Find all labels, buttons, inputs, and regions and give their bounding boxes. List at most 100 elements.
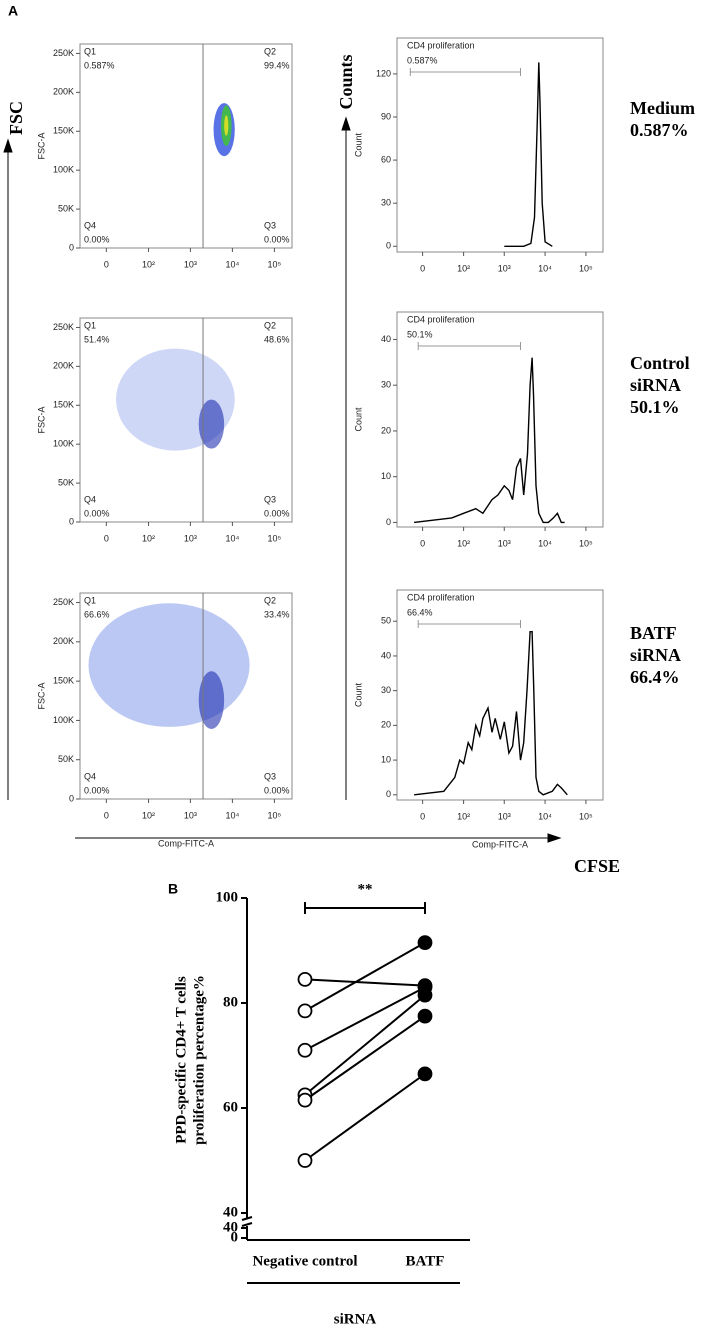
x-tick-label: 10²	[457, 538, 470, 548]
quadrant-value: 0.00%	[264, 785, 290, 795]
y-tick-label: 30	[381, 380, 391, 390]
quadrant-value: 0.00%	[84, 785, 110, 795]
histogram-curve	[414, 631, 568, 796]
y-tick-label: 200K	[53, 87, 74, 97]
x-tick-label: 10²	[142, 533, 155, 543]
data-point	[297, 1092, 313, 1108]
quadrant-name: Q2	[264, 320, 276, 330]
axis-arrow	[3, 116, 562, 843]
side-label: 66.4%	[630, 667, 680, 687]
gate-name: CD4 proliferation	[407, 314, 475, 324]
side-label: Medium	[630, 98, 695, 118]
x-tick-label: 10⁴	[538, 263, 552, 273]
data-point	[297, 1042, 313, 1058]
quadrant-value: 99.4%	[264, 60, 290, 70]
y-tick-label: 50K	[58, 754, 74, 764]
y-tick-label: 250K	[53, 48, 74, 58]
pair-line	[304, 1073, 426, 1162]
y-tick-label: 10	[381, 471, 391, 481]
axis-title: Counts	[336, 54, 356, 109]
y-tick-label: 100K	[53, 715, 74, 725]
y-tick-label: 80	[223, 994, 238, 1010]
x-tick-label: 10²	[142, 810, 155, 820]
y-tick-label: 100K	[53, 439, 74, 449]
gate-label: 66.4%	[407, 607, 433, 617]
data-point	[417, 987, 433, 1003]
gate-label: 0.587%	[407, 55, 438, 65]
side-label: BATF	[630, 623, 677, 643]
data-point	[417, 1008, 433, 1024]
y-tick-label: 100	[216, 889, 239, 905]
x-tick-label: 10³	[498, 811, 511, 821]
x-axis-label: Comp-FITC-A	[472, 839, 528, 849]
x-tick-label: 0	[420, 538, 425, 548]
pair-line	[304, 1015, 426, 1101]
x-tick-label: BATF	[406, 1253, 445, 1269]
y-tick-label: 50K	[58, 203, 74, 213]
side-label: Control	[630, 353, 690, 373]
density-cloud	[88, 603, 250, 727]
x-tick-label: 10⁴	[225, 810, 239, 820]
y-tick-label: 150K	[53, 126, 74, 136]
quadrant-value: 0.587%	[84, 60, 115, 70]
quadrant-value: 33.4%	[264, 609, 290, 619]
y-tick-label: 120	[376, 68, 391, 78]
axis-break	[241, 1222, 253, 1227]
axis-title: FSC	[6, 101, 26, 135]
quadrant-name: Q4	[84, 494, 96, 504]
pair-line	[304, 986, 426, 1052]
axis-break	[241, 1216, 253, 1221]
quadrant-name: Q3	[264, 220, 276, 230]
y-tick-label: 0	[69, 516, 74, 526]
x-axis-label: Comp-FITC-A	[158, 838, 214, 848]
y-axis-label: FSC-A	[36, 683, 46, 710]
plot-frame	[396, 589, 604, 801]
y-tick-label: 250K	[53, 597, 74, 607]
x-tick-label: 10⁴	[538, 538, 552, 548]
y-tick-label: 150K	[53, 676, 74, 686]
data-point	[297, 1003, 313, 1019]
x-tick-label: 10²	[142, 259, 155, 269]
y-tick-label: 200K	[53, 361, 74, 371]
y-tick-label: 40	[381, 650, 391, 660]
y-tick-label: 250K	[53, 322, 74, 332]
x-tick-label: 10⁵	[579, 538, 593, 548]
quadrant-value: 0.00%	[264, 234, 290, 244]
x-tick-label: 10²	[457, 811, 470, 821]
y-axis-label: Count	[353, 407, 363, 432]
y-tick-label: 0	[386, 241, 391, 251]
histogram-curve	[414, 357, 565, 524]
quadrant-value: 0.00%	[264, 508, 290, 518]
data-point	[417, 1066, 433, 1082]
y-tick-label: 100K	[53, 165, 74, 175]
y-tick-label: 90	[381, 111, 391, 121]
quadrant-name: Q3	[264, 771, 276, 781]
data-point	[297, 971, 313, 987]
plot-frame	[396, 311, 604, 528]
quadrant-name: Q1	[84, 595, 96, 605]
pair-line	[304, 941, 426, 1012]
side-label: 50.1%	[630, 397, 680, 417]
quadrant-name: Q4	[84, 771, 96, 781]
y-tick-label: 60	[381, 154, 391, 164]
x-tick-label: 10⁵	[268, 533, 282, 543]
gate-name: CD4 proliferation	[407, 592, 475, 602]
x-tick-label: 0	[420, 811, 425, 821]
y-axis-label: FSC-A	[36, 133, 46, 160]
x-tick-label: 10⁵	[268, 259, 282, 269]
plot-frame	[79, 592, 293, 800]
density-cloud	[198, 399, 225, 449]
plot-frame	[79, 43, 293, 249]
y-tick-label: 200K	[53, 636, 74, 646]
y-tick-label: 20	[381, 720, 391, 730]
pair-line	[304, 978, 426, 987]
plot-frame	[396, 37, 604, 253]
x-tick-label: 10⁵	[579, 263, 593, 273]
quadrant-value: 51.4%	[84, 334, 110, 344]
side-label: siRNA	[630, 645, 681, 665]
x-tick-label: 10⁴	[225, 533, 239, 543]
side-label: siRNA	[630, 375, 681, 395]
quadrant-name: Q2	[264, 46, 276, 56]
x-tick-label: 10⁵	[268, 810, 282, 820]
